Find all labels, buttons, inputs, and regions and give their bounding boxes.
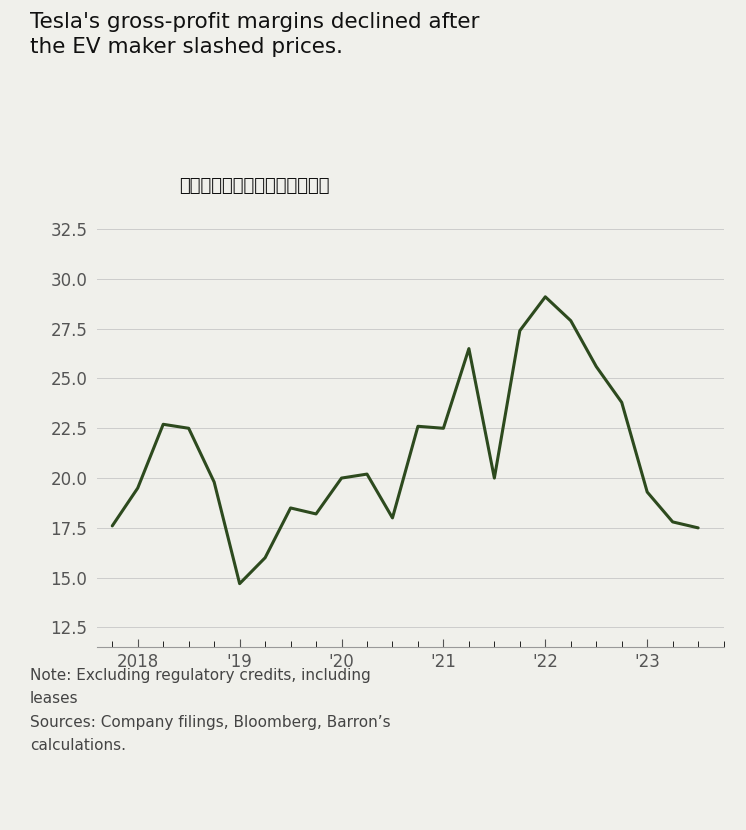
Text: 特斯拉毛利率降至两年多来最低: 特斯拉毛利率降至两年多来最低 — [179, 177, 330, 195]
Text: leases: leases — [30, 691, 78, 706]
Text: calculations.: calculations. — [30, 738, 126, 753]
Text: Note: Excluding regulatory credits, including: Note: Excluding regulatory credits, incl… — [30, 668, 371, 683]
Text: Tesla's gross-profit margins declined after: Tesla's gross-profit margins declined af… — [30, 12, 480, 32]
Text: Sources: Company filings, Bloomberg, Barron’s: Sources: Company filings, Bloomberg, Bar… — [30, 715, 390, 730]
Text: the EV maker slashed prices.: the EV maker slashed prices. — [30, 37, 343, 57]
